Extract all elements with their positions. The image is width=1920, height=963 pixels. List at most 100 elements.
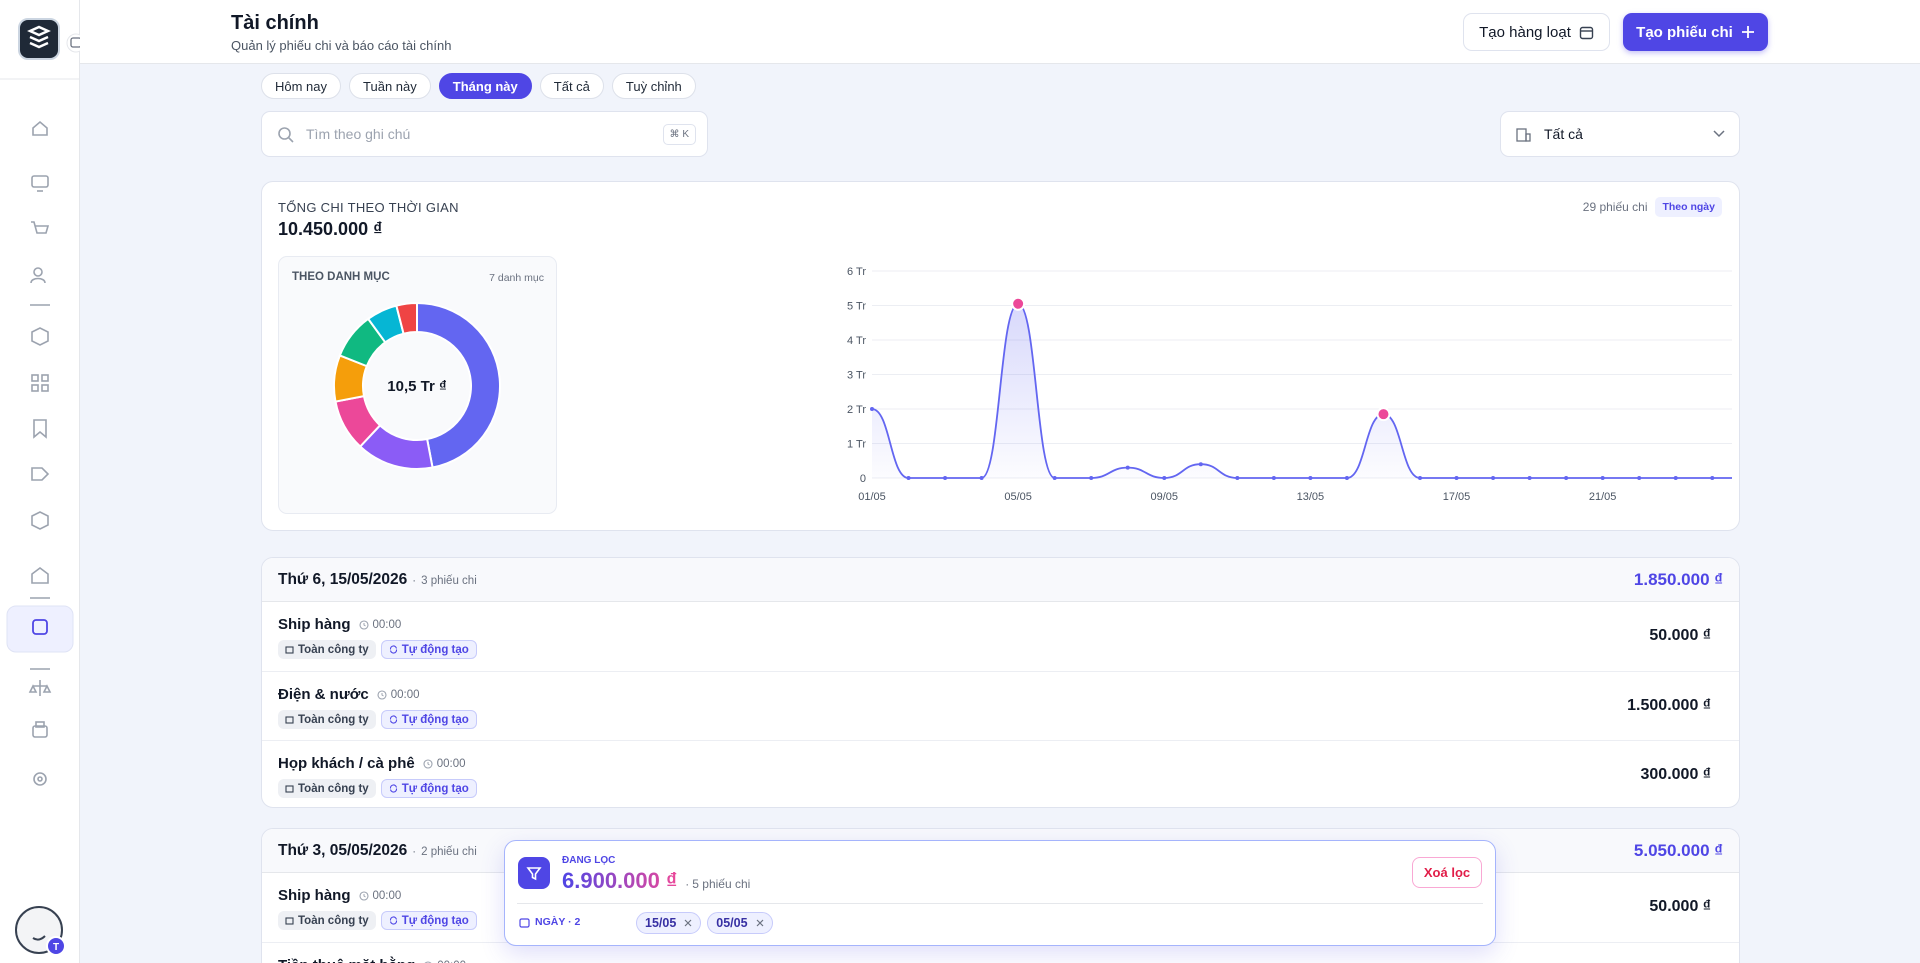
decoration	[285, 716, 294, 724]
tag-text: Toàn công ty	[298, 643, 369, 656]
period-pill[interactable]: Tuỳ chỉnh	[611, 73, 696, 99]
decoration	[519, 917, 530, 928]
donut-segment	[416, 301, 501, 469]
decoration	[389, 715, 397, 724]
point	[1564, 476, 1569, 480]
filter-dimension: NGÀY · 2	[519, 916, 580, 928]
point	[1198, 462, 1203, 467]
decoration	[526, 867, 542, 881]
expense-amount: 50.000 ₫	[1649, 898, 1711, 915]
filter-chips: 15/05 05/05	[636, 912, 773, 934]
decoration	[389, 916, 397, 925]
point	[1527, 476, 1532, 480]
expense-name: Điện & nước	[278, 686, 369, 703]
expense-row[interactable]: Điện & nước 00:00 Toàn công ty Tự động tạo 1…	[262, 671, 1739, 740]
decoration	[31, 374, 39, 382]
period-pill[interactable]: Tháng này	[438, 73, 532, 99]
decoration	[28, 668, 52, 786]
point	[1454, 476, 1459, 480]
expense-name: Tiền thuê mặt bằng	[278, 957, 415, 963]
expense-title-line: Điện & nước 00:00	[278, 686, 419, 703]
highlighted-point	[1376, 407, 1391, 422]
decoration	[30, 120, 50, 599]
expense-tags: Toàn công ty Tự động tạo	[278, 640, 482, 659]
bulk-create-button[interactable]: Tạo hàng loạt	[1463, 13, 1610, 51]
day-group-heading: Thứ 3, 05/05/2026 · 2 phiếu chi	[278, 842, 477, 860]
decoration	[285, 917, 294, 925]
chip-remove[interactable]	[756, 919, 764, 927]
decoration	[66, 33, 86, 53]
period-pill[interactable]: Tuần này	[349, 73, 431, 99]
decoration	[358, 890, 369, 901]
building-icon	[1516, 128, 1531, 142]
point	[1491, 476, 1496, 480]
highlighted-point	[1011, 296, 1026, 311]
decoration	[285, 646, 294, 654]
summary-count: 29 phiếu chi	[1582, 200, 1648, 214]
period-pill[interactable]: Hôm nay	[261, 73, 342, 99]
day-total: 5.050.000 ₫	[1633, 841, 1723, 860]
decoration	[285, 917, 294, 925]
decoration	[285, 785, 294, 793]
decoration	[285, 646, 294, 654]
point	[1418, 476, 1422, 480]
search-box[interactable]: Tìm theo ghi chú ⌘ K	[261, 111, 708, 157]
tag: Toàn công ty	[278, 710, 376, 729]
time-text: 00:00	[436, 757, 466, 770]
decoration	[18, 18, 60, 60]
donut-title: THEO DANH MỤC	[292, 271, 390, 283]
chip-remove[interactable]	[684, 919, 692, 927]
decoration	[684, 919, 692, 927]
create-expense-button[interactable]: Tạo phiếu chi	[1623, 13, 1768, 51]
tag-text: Tự động tạo	[401, 782, 469, 795]
point	[1162, 476, 1167, 480]
x-tick-label: 21/05	[1589, 491, 1617, 503]
branch-select[interactable]: Tất cả	[1500, 111, 1740, 157]
expense-row[interactable]: Ship hàng 00:00 Toàn công ty Tự động tạo 50.…	[262, 873, 1739, 942]
period-pill[interactable]: Tất cả	[539, 73, 604, 99]
tag: Toàn công ty	[278, 640, 376, 659]
divider	[517, 903, 1483, 904]
expense-time: 00:00	[423, 757, 466, 770]
clear-filter-button[interactable]: Xoá lọc	[1412, 857, 1482, 888]
expense-title-line: Họp khách / cà phê 00:00	[278, 755, 465, 772]
page-subtitle: Quản lý phiếu chi và báo cáo tài chính	[231, 38, 452, 53]
filter-chip[interactable]: 15/05	[636, 912, 702, 934]
decoration	[423, 758, 433, 769]
donut-chart: 10,5 Tr ₫	[333, 301, 501, 470]
x-tick-label: 17/05	[1443, 491, 1471, 503]
y-tick-label: 6 Tr	[847, 266, 866, 278]
tag: Toàn công ty	[278, 911, 376, 930]
time-text: 00:00	[390, 688, 420, 701]
decoration	[377, 689, 387, 700]
point	[906, 476, 911, 480]
filter-chip[interactable]: 05/05	[707, 912, 773, 934]
point	[1308, 476, 1313, 480]
decoration	[32, 120, 48, 136]
x-tick-label: 13/05	[1297, 491, 1325, 503]
tag: Toàn công ty	[278, 779, 376, 798]
day-group-heading: Thứ 6, 15/05/2026 · 3 phiếu chi	[278, 571, 477, 589]
point	[1089, 476, 1094, 480]
decoration	[6, 605, 74, 653]
expense-title-line: Ship hàng 00:00	[278, 887, 401, 904]
expense-row[interactable]: Ship hàng 00:00 Toàn công ty Tự động tạo 50.…	[262, 602, 1739, 671]
expense-tags: Toàn công ty Tự động tạo	[278, 911, 482, 930]
expense-time: 00:00	[423, 960, 466, 963]
expense-time: 00:00	[358, 890, 401, 902]
icon	[1741, 26, 1754, 38]
decoration	[389, 645, 397, 654]
decoration	[389, 645, 397, 654]
decoration	[31, 175, 49, 188]
decoration	[41, 374, 49, 382]
decoration	[31, 467, 50, 481]
dimension-label: NGÀY · 2	[535, 916, 581, 928]
decoration	[41, 384, 49, 392]
period-filters: Hôm nay Tuần này Tháng này Tất cả Tuỳ chỉnh	[261, 73, 696, 99]
decoration	[32, 619, 48, 635]
y-tick-label: 0	[860, 473, 866, 485]
chip-text: 15/05	[645, 916, 677, 930]
expense-row[interactable]: Họp khách / cà phê 00:00 Toàn công ty Tự độ…	[262, 740, 1739, 807]
avatar-badge: T	[53, 942, 59, 953]
decoration	[423, 758, 433, 769]
